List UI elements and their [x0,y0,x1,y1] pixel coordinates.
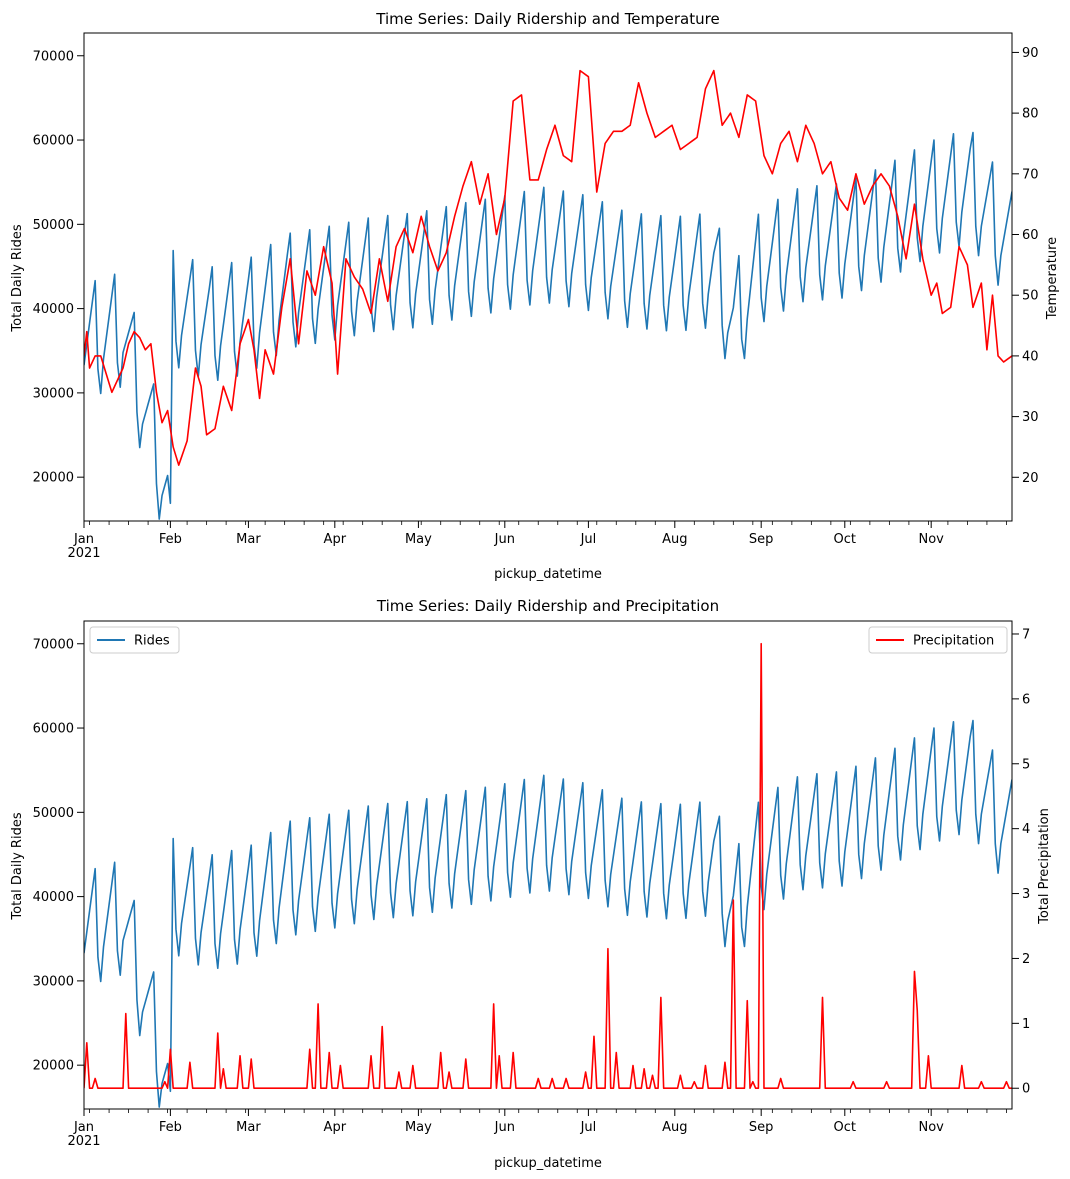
x-tick-label: Nov [918,1120,944,1135]
y-tick-label: 20000 [33,1059,74,1074]
x-axis-label: pickup_datetime [494,567,602,582]
y2-tick-label: 40 [1022,349,1039,364]
x-tick-label: Feb [159,1120,182,1135]
y-tick-label: 40000 [33,890,74,905]
y-tick-label: 30000 [33,386,74,401]
y2-axis-label: Total Precipitation [1037,808,1052,925]
x-axis-label: pickup_datetime [494,1156,602,1171]
chart-title: Time Series: Daily Ridership and Precipi… [376,597,719,615]
y-axis-right: 0 1 2 3 4 5 6 7 [1012,627,1030,1097]
x-tick-label: Feb [159,532,182,547]
x-tick-label: Sep [749,532,774,547]
y2-tick-label: 6 [1022,692,1030,707]
y-tick-label: 60000 [33,722,74,737]
x-tick-label: Jun [494,532,515,547]
y2-tick-label: 50 [1022,289,1039,304]
x-tick-label: Apr [324,1120,347,1135]
y-tick-label: 40000 [33,302,74,317]
x-tick-label: Nov [918,532,944,547]
series-line-rides [84,719,1012,1108]
series-line-precipitation [84,642,1012,1090]
x-tick-label: May [405,532,432,547]
y2-tick-label: 4 [1022,822,1030,837]
series-line-temperature [84,69,1012,466]
chart-title: Time Series: Daily Ridership and Tempera… [375,10,719,28]
x-tick-label: Aug [662,1120,687,1135]
legend-box [868,626,1008,654]
legend-rides: Rides [89,626,180,654]
x-tick-label: Oct [834,532,856,547]
legend-precipitation: Precipitation [868,626,1008,654]
x-tick-label: Apr [324,532,347,547]
y2-tick-label: 7 [1022,627,1030,642]
y2-tick-label: 80 [1022,107,1039,122]
plot-area [84,642,1012,1108]
y2-tick-label: 1 [1022,1017,1030,1032]
x-year-label: 2021 [67,1134,100,1149]
x-tick-label: Sep [749,1120,774,1135]
y-axis-right: 20 30 40 50 60 70 80 90 [1012,46,1039,486]
y-tick-label: 50000 [33,806,74,821]
x-tick-label: Mar [236,532,261,547]
y-axis-label: Total Daily Rides [10,812,25,920]
x-axis: Jan Feb Mar Apr May Jun Jul Aug Sep Oct Nov 2021 [67,1109,1007,1149]
x-tick-label: Aug [662,532,687,547]
y-tick-label: 70000 [33,49,74,64]
x-tick-label: Jan [73,532,94,547]
x-tick-label: Oct [834,1120,856,1135]
x-tick-label: May [405,1120,432,1135]
y-axis-label: Total Daily Rides [10,224,25,332]
y2-tick-label: 3 [1022,887,1030,902]
y2-tick-label: 2 [1022,952,1030,967]
y2-tick-label: 60 [1022,228,1039,243]
legend-box [89,626,180,654]
y-axis-left: 20000 30000 40000 50000 60000 70000 [33,637,84,1074]
x-tick-label: Jun [494,1120,515,1135]
x-axis: Jan Feb Mar Apr May Jun Jul Aug Sep Oct Nov 2021 [67,521,1007,561]
y-tick-label: 60000 [33,134,74,149]
axes-frame [83,32,1013,522]
x-tick-label: Jul [580,1120,597,1135]
y-tick-label: 20000 [33,471,74,486]
chart-precipitation: Time Series: Daily Ridership and Precipi… [10,597,1052,1171]
legend-label: Precipitation [913,634,994,649]
legend-label: Rides [134,634,170,649]
chart-temperature: Time Series: Daily Ridership and Tempera… [10,10,1060,582]
y2-tick-label: 5 [1022,757,1030,772]
x-tick-label: Mar [236,1120,261,1135]
axes-frame [83,620,1013,1110]
y-tick-label: 30000 [33,974,74,989]
y-tick-label: 70000 [33,637,74,652]
y-axis-left: 20000 30000 40000 50000 60000 70000 [33,49,84,486]
y-tick-label: 50000 [33,218,74,233]
plot-area [84,69,1012,520]
x-year-label: 2021 [67,546,100,561]
y2-tick-label: 70 [1022,167,1039,182]
y2-tick-label: 30 [1022,410,1039,425]
y2-axis-label: Temperature [1045,237,1060,320]
x-tick-label: Jul [580,532,597,547]
y2-tick-label: 90 [1022,46,1039,61]
y2-tick-label: 20 [1022,471,1039,486]
x-tick-label: Jan [73,1120,94,1135]
y2-tick-label: 0 [1022,1082,1030,1097]
